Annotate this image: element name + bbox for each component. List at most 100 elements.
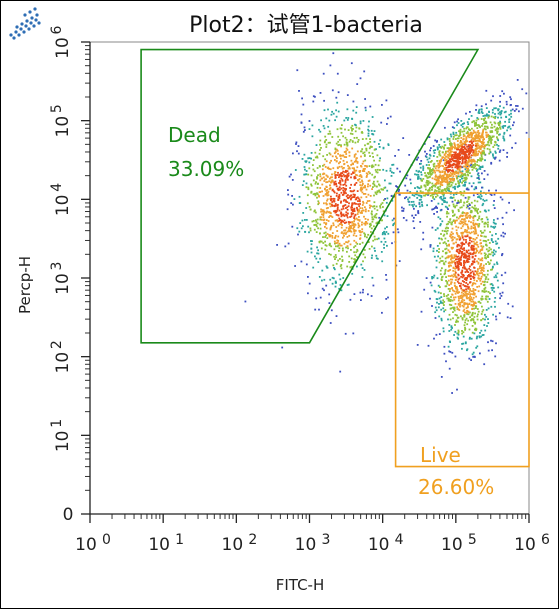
event-dot-2 xyxy=(480,154,483,156)
event-dot-2 xyxy=(432,168,434,170)
event-dot-2 xyxy=(485,89,488,92)
event-dot-2 xyxy=(413,216,415,219)
event-dot-2 xyxy=(475,122,477,125)
event-dot-0 xyxy=(379,169,381,171)
gate-dead[interactable] xyxy=(140,48,480,344)
event-dot-1 xyxy=(495,233,497,235)
event-dot-1 xyxy=(456,261,459,264)
event-dot-2 xyxy=(484,114,487,117)
event-dot-0 xyxy=(361,138,364,140)
event-dot-1 xyxy=(461,236,464,239)
event-dot-2 xyxy=(489,131,492,134)
event-dot-0 xyxy=(314,255,316,258)
event-dot-0 xyxy=(330,198,332,201)
event-dot-1 xyxy=(472,215,475,218)
event-dot-2 xyxy=(464,161,467,164)
event-dot-1 xyxy=(464,302,466,304)
event-dot-0 xyxy=(349,187,351,189)
event-dot-0 xyxy=(334,234,337,237)
event-dot-2 xyxy=(503,111,506,114)
event-dot-1 xyxy=(450,278,452,281)
event-dot-0 xyxy=(324,166,327,168)
event-dot-2 xyxy=(442,151,444,154)
event-dot-1 xyxy=(458,248,460,251)
event-dot-0 xyxy=(378,184,381,187)
event-dot-1 xyxy=(473,188,476,191)
event-dot-0 xyxy=(333,267,335,269)
event-dot-0 xyxy=(326,237,329,239)
event-dot-1 xyxy=(444,230,446,232)
event-dot-0 xyxy=(326,192,328,194)
event-dot-1 xyxy=(422,238,425,241)
event-dot-0 xyxy=(334,209,337,212)
event-dot-2 xyxy=(494,117,496,120)
event-dot-0 xyxy=(367,193,370,196)
event-dot-2 xyxy=(467,147,470,150)
event-dot-0 xyxy=(397,149,400,151)
event-dot-1 xyxy=(465,254,467,257)
event-dot-2 xyxy=(497,116,499,119)
event-dot-0 xyxy=(341,260,344,262)
event-dot-0 xyxy=(337,196,340,199)
event-dot-1 xyxy=(461,304,464,307)
event-dot-0 xyxy=(343,175,346,178)
event-dot-0 xyxy=(346,173,349,176)
event-dot-1 xyxy=(431,208,434,211)
event-dot-0 xyxy=(321,213,323,216)
event-dot-0 xyxy=(349,266,352,269)
event-dot-2 xyxy=(506,129,508,132)
event-dot-1 xyxy=(458,244,461,247)
event-dot-0 xyxy=(361,223,363,226)
event-dot-1 xyxy=(458,261,460,263)
event-dot-1 xyxy=(490,248,492,251)
event-dot-1 xyxy=(472,291,475,294)
event-dot-0 xyxy=(337,235,340,238)
event-dot-0 xyxy=(347,167,350,170)
event-dot-2 xyxy=(465,176,468,179)
event-dot-0 xyxy=(322,125,325,127)
event-dot-0 xyxy=(355,182,358,184)
event-dot-1 xyxy=(466,268,468,271)
event-dot-0 xyxy=(345,195,348,198)
event-dot-2 xyxy=(465,159,468,162)
event-dot-0 xyxy=(323,172,326,175)
event-dot-0 xyxy=(373,184,376,187)
event-dot-1 xyxy=(478,225,480,227)
event-dot-1 xyxy=(448,303,451,306)
gate-live[interactable] xyxy=(394,138,530,468)
event-dot-2 xyxy=(469,156,472,159)
event-dot-1 xyxy=(456,388,458,391)
event-dot-1 xyxy=(471,331,474,334)
event-dot-0 xyxy=(375,205,378,208)
event-dot-2 xyxy=(417,212,420,215)
event-dot-1 xyxy=(489,292,491,295)
event-dot-0 xyxy=(316,176,318,178)
event-dot-0 xyxy=(372,239,375,242)
event-dot-1 xyxy=(467,198,470,200)
event-dot-2 xyxy=(490,126,493,129)
event-dot-0 xyxy=(376,190,379,193)
event-dot-1 xyxy=(474,209,477,212)
event-dot-2 xyxy=(457,165,459,167)
event-dot-2 xyxy=(417,173,420,176)
event-dot-2 xyxy=(439,161,441,164)
event-dot-2 xyxy=(419,194,421,197)
event-dot-1 xyxy=(440,317,443,320)
event-dot-1 xyxy=(461,318,464,321)
event-dot-1 xyxy=(466,229,468,232)
event-dot-2 xyxy=(465,143,467,146)
event-dot-1 xyxy=(496,279,499,282)
event-dot-0 xyxy=(336,206,339,209)
event-dot-2 xyxy=(437,175,440,178)
event-dot-2 xyxy=(414,193,417,195)
event-dot-1 xyxy=(468,274,470,276)
event-dot-0 xyxy=(343,235,345,237)
event-dot-1 xyxy=(494,305,496,308)
event-dot-0 xyxy=(305,173,308,176)
event-dot-2 xyxy=(436,148,439,151)
event-dot-2 xyxy=(481,157,483,160)
event-dot-0 xyxy=(350,159,353,162)
event-dot-1 xyxy=(474,255,477,257)
event-dot-2 xyxy=(485,103,487,106)
event-dot-1 xyxy=(457,291,460,294)
